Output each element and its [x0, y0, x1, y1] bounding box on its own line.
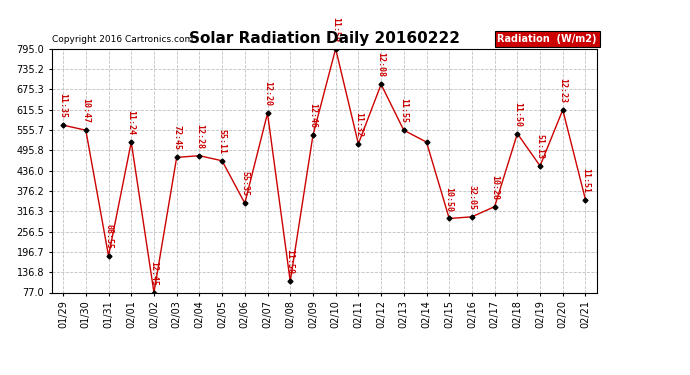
Text: 10:47: 10:47 — [81, 98, 90, 123]
Text: 11:35: 11:35 — [59, 93, 68, 118]
Text: 32:05: 32:05 — [467, 185, 476, 210]
Text: 10:28: 10:28 — [490, 175, 499, 200]
Text: 12:23: 12:23 — [558, 78, 567, 103]
Text: 55:11: 55:11 — [217, 129, 226, 154]
Text: 10:50: 10:50 — [445, 186, 454, 211]
Text: Radiation  (W/m2): Radiation (W/m2) — [497, 34, 597, 44]
Text: 55:35: 55:35 — [240, 171, 249, 196]
Text: 11:50: 11:50 — [286, 249, 295, 274]
Text: 11:32: 11:32 — [354, 112, 363, 137]
Text: 72:45: 72:45 — [172, 126, 181, 150]
Text: 11:51: 11:51 — [581, 168, 590, 193]
Text: 08:55: 08:55 — [104, 224, 113, 249]
Text: 12:28: 12:28 — [195, 124, 204, 149]
Text: 51:13: 51:13 — [535, 134, 544, 159]
Text: 12:08: 12:08 — [377, 53, 386, 78]
Text: 11:59: 11:59 — [331, 17, 340, 42]
Text: 11:50: 11:50 — [513, 102, 522, 127]
Title: Solar Radiation Daily 20160222: Solar Radiation Daily 20160222 — [189, 31, 460, 46]
Text: 12:45: 12:45 — [150, 261, 159, 285]
Text: 12:20: 12:20 — [263, 81, 272, 106]
Text: 11:55: 11:55 — [400, 98, 408, 123]
Text: 12:46: 12:46 — [308, 104, 317, 128]
Text: Copyright 2016 Cartronics.com: Copyright 2016 Cartronics.com — [52, 35, 193, 44]
Text: 11:24: 11:24 — [127, 110, 136, 135]
